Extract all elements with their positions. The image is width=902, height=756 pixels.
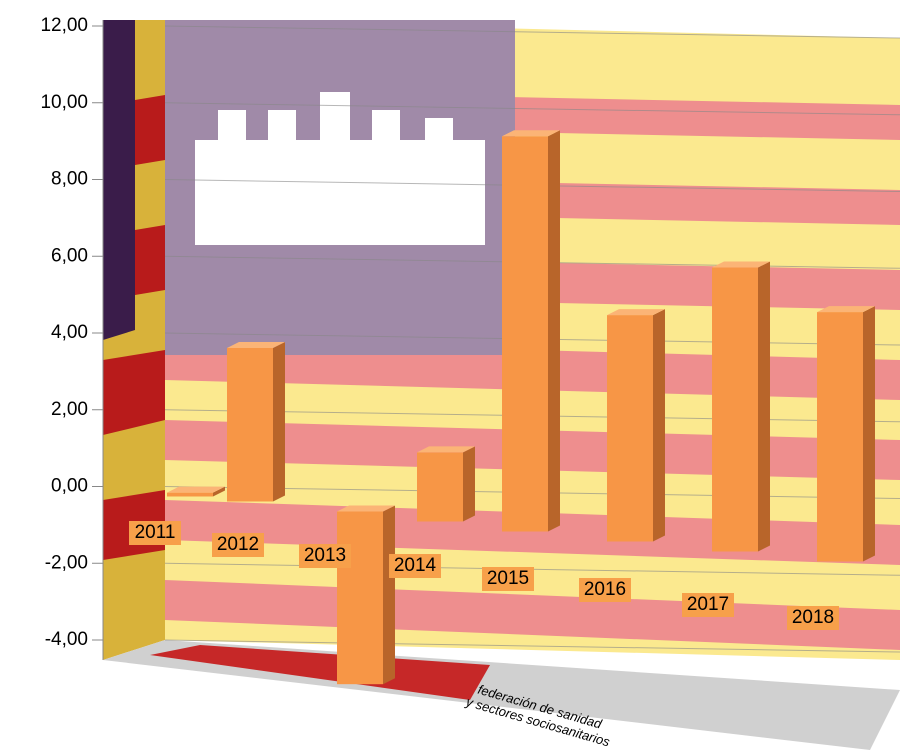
bar-front <box>712 267 758 552</box>
bar-side <box>213 486 225 497</box>
x-tick-label: 2017 <box>687 594 729 615</box>
label-box <box>482 567 534 591</box>
x-tick-label: 2016 <box>584 579 626 600</box>
y-tick-label: 6,00 <box>51 245 88 266</box>
y-tick-label: 0,00 <box>51 476 88 497</box>
left-wall-dark <box>103 20 135 340</box>
bar-front <box>417 452 463 522</box>
x-tick-label: 2012 <box>217 534 259 555</box>
bar-side <box>383 505 395 685</box>
y-tick-label: 4,00 <box>51 322 88 343</box>
bar <box>607 309 665 542</box>
x-tick-label: 2013 <box>304 545 346 566</box>
bar-front <box>502 136 548 532</box>
y-tick-label: 2,00 <box>51 399 88 420</box>
label-box <box>299 544 351 568</box>
bar-top <box>502 130 560 137</box>
bar-top <box>167 486 225 493</box>
bar-front <box>227 348 273 502</box>
left-stripe <box>135 95 165 165</box>
bar-top <box>337 505 395 512</box>
logo-box <box>150 645 490 700</box>
x-tick-label: 2014 <box>394 555 437 576</box>
left-stripe <box>103 350 165 435</box>
bar-front <box>337 511 383 685</box>
label-box <box>579 578 631 602</box>
bar-front <box>167 492 213 497</box>
bar-side <box>863 306 875 562</box>
bar <box>712 261 770 552</box>
bar-top <box>607 309 665 316</box>
bar-top <box>712 261 770 268</box>
left-stripe <box>135 225 165 295</box>
grid-line <box>164 102 901 116</box>
label-box <box>129 521 181 545</box>
y-tick-label: 10,00 <box>40 92 88 113</box>
bar-top <box>227 342 285 348</box>
y-tick-label: -4,00 <box>45 629 88 650</box>
label-box <box>682 593 734 617</box>
bar-top <box>417 446 475 453</box>
y-tick-label: 12,00 <box>40 15 88 36</box>
castle-icon <box>195 92 485 245</box>
bar-side <box>273 342 285 502</box>
y-tick-label: 8,00 <box>51 169 88 190</box>
bar-front <box>607 315 653 542</box>
bar <box>817 306 875 562</box>
bar <box>227 342 285 502</box>
bar-top <box>817 306 875 313</box>
bar <box>417 446 475 522</box>
y-tick-label: -2,00 <box>45 552 88 573</box>
bar-side <box>463 446 475 522</box>
bar-front <box>817 312 863 562</box>
label-box <box>212 533 264 557</box>
x-tick-label: 2011 <box>135 522 176 543</box>
bar-side <box>758 261 770 552</box>
bar <box>337 505 395 685</box>
bar <box>167 486 225 497</box>
bar <box>502 130 560 532</box>
grid-line <box>164 639 901 653</box>
grid-line <box>164 25 901 39</box>
bar-side <box>548 130 560 532</box>
x-tick-label: 2015 <box>487 568 529 589</box>
bar-side <box>653 309 665 542</box>
x-tick-label: 2018 <box>792 607 834 628</box>
label-box <box>787 606 839 630</box>
label-box <box>389 554 441 578</box>
